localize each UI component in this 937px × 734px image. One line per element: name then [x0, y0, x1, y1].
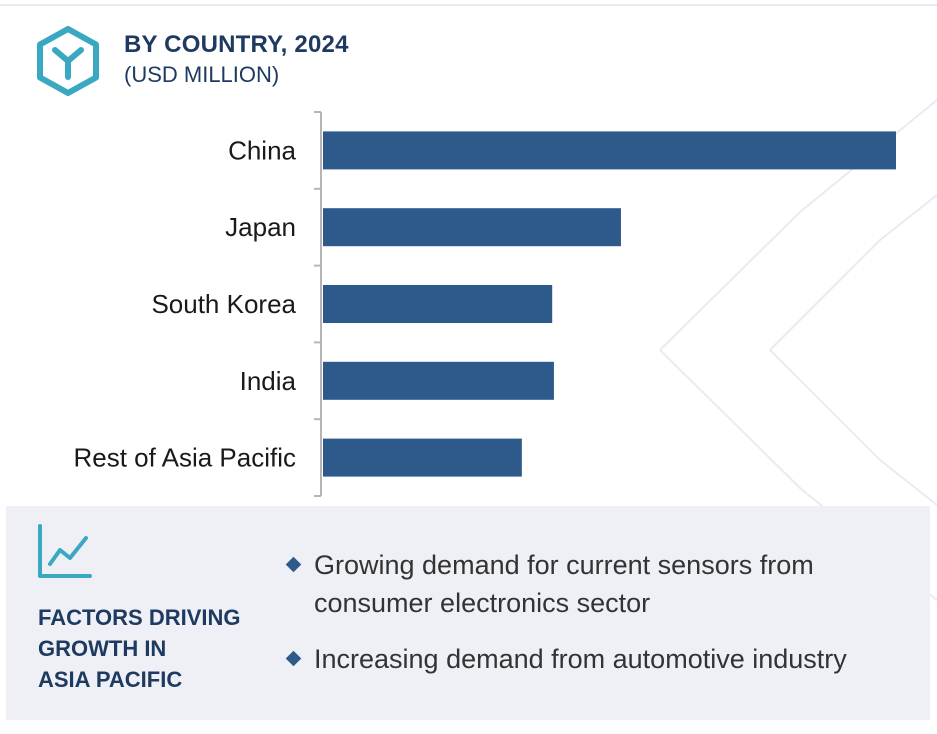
- category-label: China: [228, 135, 296, 165]
- factors-title-line: ASIA PACIFIC: [38, 667, 183, 692]
- bar-south-korea: [323, 285, 553, 323]
- category-label: South Korea: [151, 289, 296, 319]
- category-label: Rest of Asia Pacific: [73, 443, 296, 473]
- hexagon-y-logo-icon: [37, 26, 99, 96]
- list-item: Increasing demand from automotive indust…: [285, 640, 916, 678]
- factors-title-line: GROWTH IN: [38, 636, 167, 661]
- factors-title-line: FACTORS DRIVING: [38, 605, 241, 630]
- factor-text: Growing demand for current sensors from …: [314, 550, 814, 618]
- list-item: Growing demand for current sensors from …: [285, 546, 916, 622]
- factors-title: FACTORS DRIVING GROWTH IN ASIA PACIFIC: [38, 602, 268, 695]
- bar-india: [323, 361, 554, 400]
- bar-japan: [323, 208, 621, 247]
- line-chart-icon: [38, 524, 92, 578]
- bar-rest-of-asia-pacific: [323, 438, 522, 477]
- bar-china: [323, 131, 896, 170]
- factor-text: Increasing demand from automotive indust…: [314, 644, 847, 674]
- chart-header: BY COUNTRY, 2024 (USD MILLION): [36, 26, 536, 96]
- category-label: India: [240, 366, 297, 396]
- chart-title: BY COUNTRY, 2024: [124, 31, 349, 58]
- chart-subtitle: (USD MILLION): [124, 62, 280, 87]
- diamond-bullet-icon: [285, 650, 302, 667]
- category-label: Japan: [225, 212, 296, 242]
- factors-panel: FACTORS DRIVING GROWTH IN ASIA PACIFIC G…: [6, 506, 930, 720]
- diamond-bullet-icon: [285, 556, 302, 573]
- factors-list: Growing demand for current sensors from …: [285, 546, 916, 696]
- bar-chart: China Japan South Korea India Rest of Asia P…: [73, 111, 896, 497]
